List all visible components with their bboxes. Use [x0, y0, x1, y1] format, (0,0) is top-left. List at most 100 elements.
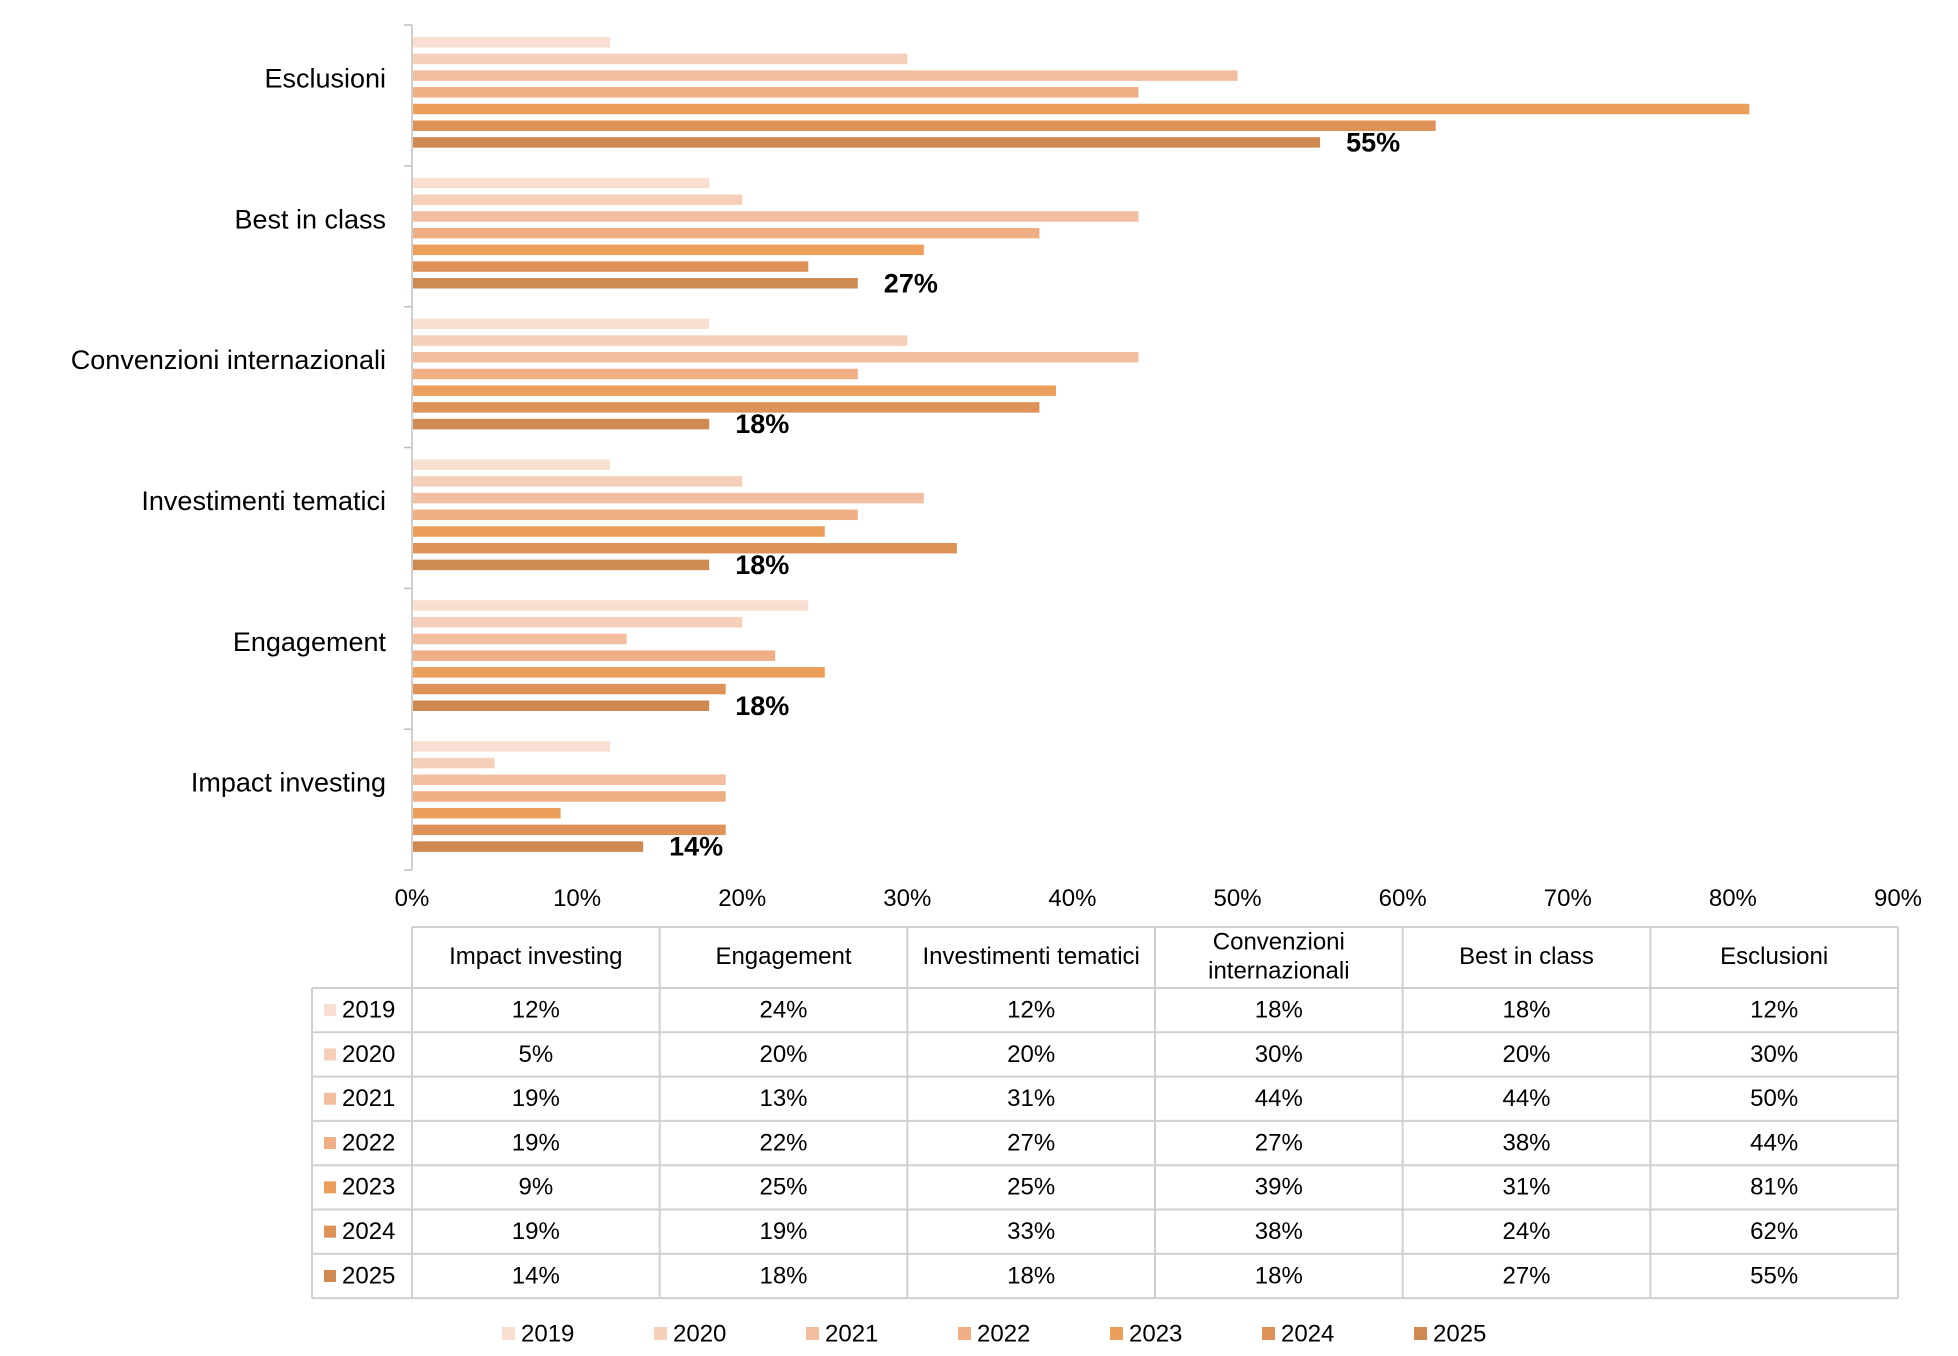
bar — [413, 418, 710, 430]
bar — [413, 841, 644, 852]
bar — [413, 650, 776, 661]
table-cell: 20% — [1007, 1041, 1055, 1068]
bar — [413, 177, 710, 189]
bar — [413, 807, 561, 819]
table-cell: 25% — [1007, 1174, 1055, 1201]
table-cell: 18% — [1007, 1262, 1055, 1289]
legend-swatch — [502, 1327, 515, 1340]
category-labels: Esclusioni Best in class Convenzioni inter… — [71, 64, 387, 798]
table-cell: 22% — [759, 1129, 807, 1156]
bar — [413, 368, 858, 380]
bar — [413, 757, 495, 769]
bar — [413, 633, 627, 645]
legend-swatch — [654, 1327, 667, 1340]
bar — [413, 509, 858, 521]
bar — [413, 352, 1139, 363]
legend-label: 2023 — [1129, 1320, 1182, 1347]
legend-key-swatch — [324, 1137, 336, 1150]
table-cell: 44% — [1750, 1129, 1798, 1156]
table-cell: 81% — [1750, 1174, 1798, 1201]
table-cell: 38% — [1502, 1129, 1550, 1156]
table-cell: 38% — [1255, 1218, 1303, 1245]
bar — [413, 227, 1040, 239]
table-cell: 50% — [1750, 1085, 1798, 1112]
legend-label: 2022 — [977, 1320, 1030, 1347]
table-cell: 18% — [1255, 996, 1303, 1023]
legend-key-swatch — [324, 1269, 336, 1282]
legend-label: 2021 — [825, 1320, 878, 1347]
data-label: 18% — [735, 409, 789, 439]
table-cell: 13% — [759, 1085, 807, 1112]
table-header: Engagement — [715, 943, 851, 970]
data-label: 18% — [735, 550, 789, 580]
bar — [413, 70, 1238, 81]
bar — [413, 492, 924, 504]
table-cell: 20% — [1502, 1041, 1550, 1068]
bar — [413, 53, 908, 65]
bar — [413, 36, 611, 48]
table-cell: 27% — [1255, 1129, 1303, 1156]
x-tick-label: 70% — [1544, 885, 1592, 912]
table-cell: 33% — [1007, 1218, 1055, 1245]
data-label: 14% — [669, 832, 723, 862]
table-cell: 19% — [512, 1218, 560, 1245]
x-tick-label: 50% — [1214, 885, 1262, 912]
bar — [413, 137, 1321, 148]
bar — [413, 542, 957, 554]
table-cell: 39% — [1255, 1174, 1303, 1201]
bar — [413, 791, 726, 802]
chart-legend: 2019 2020 2021 2022 2023 2024 2025 — [502, 1320, 1486, 1347]
x-tick-label: 20% — [718, 885, 766, 912]
table-cell: 12% — [512, 996, 560, 1023]
table-cell: 55% — [1750, 1262, 1798, 1289]
table-row-label: 2021 — [342, 1085, 395, 1112]
table-header: Esclusioni — [1720, 943, 1828, 970]
bar — [413, 335, 908, 346]
table-cell: 24% — [759, 996, 807, 1023]
legend-label: 2020 — [673, 1320, 726, 1347]
legend-swatch — [1262, 1327, 1275, 1340]
table-cell: 12% — [1750, 996, 1798, 1023]
table-row-label: 2025 — [342, 1262, 395, 1289]
table-cell: 18% — [759, 1262, 807, 1289]
table-cell: 24% — [1502, 1218, 1550, 1245]
legend-key-swatch — [324, 1004, 336, 1017]
x-tick-label: 40% — [1048, 885, 1096, 912]
bar — [413, 559, 710, 571]
table-header: Impact investing — [449, 943, 622, 970]
bar — [413, 617, 743, 628]
bar — [413, 402, 1040, 413]
x-tick-label: 90% — [1874, 885, 1922, 912]
bar — [413, 103, 1750, 115]
category-label: Impact investing — [191, 768, 386, 798]
x-tick-label: 60% — [1379, 885, 1427, 912]
table-row-label: 2022 — [342, 1129, 395, 1156]
table-cell: 19% — [759, 1218, 807, 1245]
table-row-label: 2024 — [342, 1218, 395, 1245]
legend-swatch — [1110, 1327, 1123, 1340]
chart-axes — [404, 24, 413, 871]
legend-key-swatch — [324, 1225, 336, 1238]
table-cell: 27% — [1502, 1262, 1550, 1289]
bar — [413, 385, 1056, 396]
table-cell: 31% — [1007, 1085, 1055, 1112]
bar — [413, 120, 1436, 131]
x-tick-label: 80% — [1709, 885, 1757, 912]
legend-swatch — [806, 1327, 819, 1340]
table-cell: 25% — [759, 1174, 807, 1201]
bar — [413, 526, 825, 537]
category-label: Esclusioni — [264, 64, 386, 94]
table-cell: 30% — [1255, 1041, 1303, 1068]
data-label: 27% — [884, 268, 938, 298]
table-row-label: 2023 — [342, 1174, 395, 1201]
data-label: 18% — [735, 691, 789, 721]
category-label: Investimenti tematici — [141, 486, 386, 516]
bar — [413, 278, 858, 289]
table-header: Investimenti tematici — [922, 943, 1139, 970]
table-row-label: 2020 — [342, 1041, 395, 1068]
legend-swatch — [958, 1327, 971, 1340]
data-table: Impact investing Engagement Investimenti t… — [311, 926, 1899, 1300]
bar — [413, 667, 825, 678]
category-label: Best in class — [234, 204, 386, 234]
bar — [413, 700, 710, 711]
